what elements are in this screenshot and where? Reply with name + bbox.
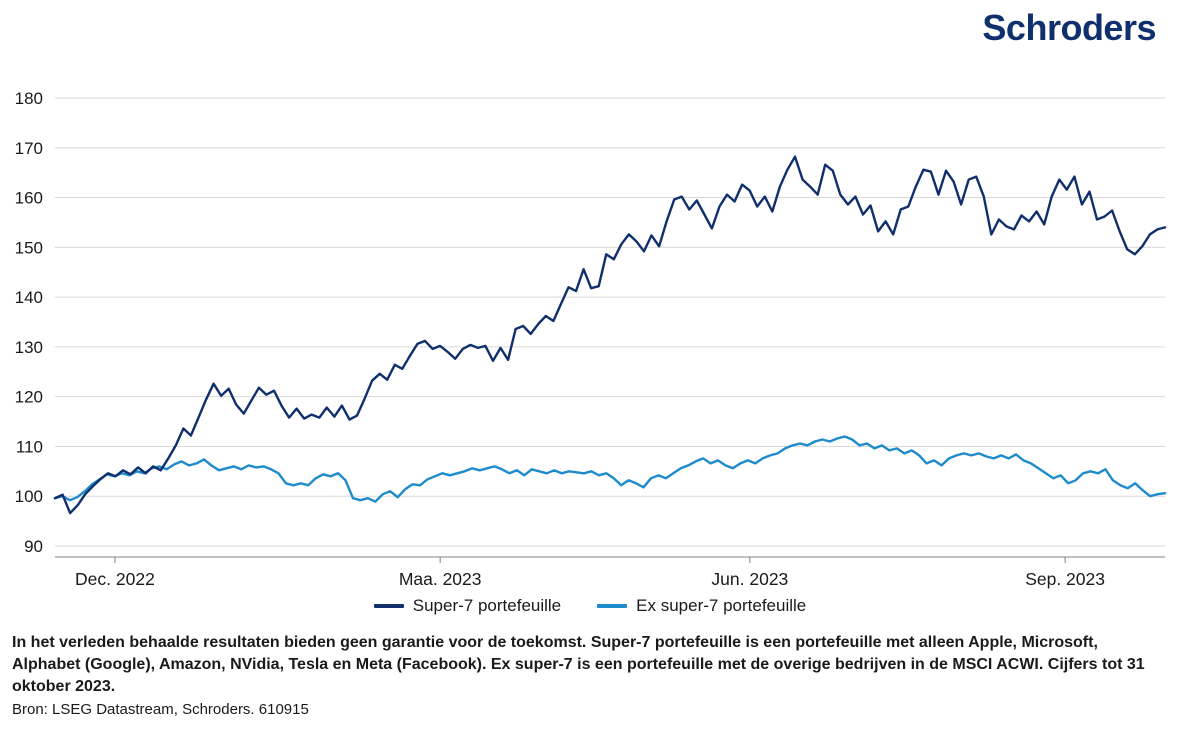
- svg-text:90: 90: [24, 537, 43, 556]
- svg-text:120: 120: [15, 388, 43, 407]
- chart-legend: Super-7 portefeuille Ex super-7 portefeu…: [0, 596, 1180, 616]
- svg-text:180: 180: [15, 89, 43, 108]
- schroders-logo: Schroders: [982, 7, 1156, 48]
- svg-text:Dec. 2022: Dec. 2022: [75, 569, 155, 589]
- svg-text:170: 170: [15, 139, 43, 158]
- svg-text:150: 150: [15, 238, 43, 257]
- source-text: Bron: LSEG Datastream, Schroders. 610915: [12, 701, 309, 719]
- svg-text:140: 140: [15, 288, 43, 307]
- legend-label-ex-super7: Ex super-7 portefeuille: [636, 596, 807, 615]
- svg-text:160: 160: [15, 189, 43, 208]
- chart-area: 90 100 110 120 130 140 150 160 170 180 Dec. 2022 Ma…: [0, 58, 1180, 596]
- legend-item-ex-super7: Ex super-7 portefeuille: [597, 596, 806, 616]
- svg-text:Jun. 2023: Jun. 2023: [711, 569, 788, 589]
- svg-text:130: 130: [15, 338, 43, 357]
- legend-swatch-super7: [373, 604, 404, 608]
- svg-text:100: 100: [15, 487, 43, 506]
- svg-text:110: 110: [16, 437, 43, 456]
- header: Schroders: [0, 0, 1180, 58]
- disclaimer-text: In het verleden behaalde resultaten bied…: [12, 634, 1145, 696]
- legend-label-super7: Super-7 portefeuille: [412, 596, 562, 615]
- svg-text:Sep. 2023: Sep. 2023: [1025, 569, 1105, 589]
- legend-swatch-ex-super7: [597, 604, 628, 608]
- legend-item-super7: Super-7 portefeuille: [373, 596, 562, 616]
- footer: In het verleden behaalde resultaten bied…: [0, 616, 1180, 718]
- svg-text:Maa. 2023: Maa. 2023: [399, 569, 482, 589]
- performance-chart: 90 100 110 120 130 140 150 160 170 180 Dec. 2022 Ma…: [15, 89, 1167, 589]
